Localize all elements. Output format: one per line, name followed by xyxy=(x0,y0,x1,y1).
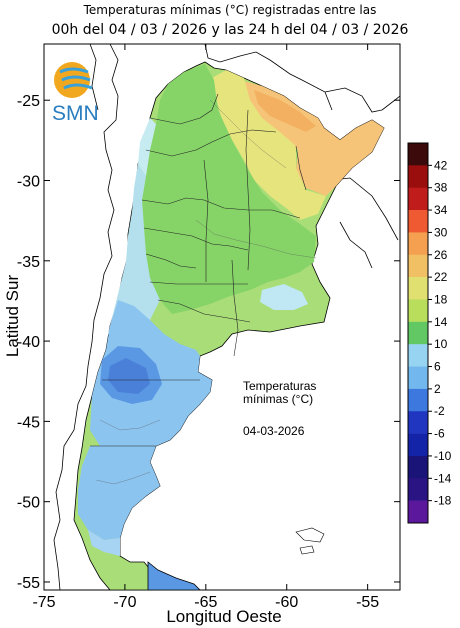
lon-tick-label-4: -55 xyxy=(356,594,379,611)
lat-tick-label-1: -30 xyxy=(17,174,40,191)
colorbar-label-15: -18 xyxy=(434,494,452,508)
contour-lines xyxy=(95,99,317,485)
colorbar-label-7: 14 xyxy=(434,315,448,329)
colorbar-segment-6 xyxy=(408,277,428,300)
colorbar-label-11: -2 xyxy=(434,404,445,418)
colorbar-segment-2 xyxy=(408,187,428,211)
colorbar-label-0: 42 xyxy=(434,158,448,172)
colorbar-segment-5 xyxy=(408,254,428,278)
colorbar-segment-3 xyxy=(408,210,428,233)
lat-tick-label-2: -35 xyxy=(17,254,40,271)
colorbar-label-6: 18 xyxy=(434,292,448,306)
islands xyxy=(295,527,325,555)
colorbar-segment-15 xyxy=(408,478,428,501)
colorbar-segment-13 xyxy=(408,433,428,457)
colorbar-frame xyxy=(407,142,429,524)
colorbar-label-12: -6 xyxy=(434,427,445,441)
logo-text: SMN xyxy=(52,102,99,125)
colorbar-label-4: 26 xyxy=(434,248,448,262)
temperature-field xyxy=(73,61,385,590)
annotation-line-1: Temperaturas xyxy=(243,379,317,393)
colorbar-segment-7 xyxy=(408,299,428,323)
colorbar-segment-16 xyxy=(408,500,428,524)
colorbar-label-2: 34 xyxy=(434,203,448,217)
lon-tick-label-0: -75 xyxy=(32,594,55,611)
colorbar-label-5: 22 xyxy=(434,270,448,284)
province-borders xyxy=(90,93,307,447)
colorbar-segment-11 xyxy=(408,388,428,412)
colorbar-segment-12 xyxy=(408,411,428,434)
colorbar-segment-8 xyxy=(408,321,428,345)
colorbar-label-3: 30 xyxy=(434,225,448,239)
colorbar-label-9: 6 xyxy=(434,360,441,374)
annotation-line-2: mínimas (°C) xyxy=(243,392,314,406)
colorbar-label-13: -10 xyxy=(434,449,452,463)
lat-tick-label-5: -50 xyxy=(17,495,40,512)
lon-tick-label-2: -65 xyxy=(194,594,217,611)
colorbar-segment-10 xyxy=(408,366,428,390)
lat-tick-label-6: -55 xyxy=(17,575,40,592)
colorbar-segment-4 xyxy=(408,232,428,256)
x-axis-label: Longitud Oeste xyxy=(166,607,281,626)
sun-icon xyxy=(54,62,90,98)
title-line-1: Temperaturas mínimas (°C) registradas en… xyxy=(83,3,377,17)
lat-tick-label-4: -45 xyxy=(17,414,40,431)
colorbar-label-10: 2 xyxy=(434,382,441,396)
longitude-axis: -75 -70 -65 -60 -55 xyxy=(32,44,379,611)
colorbar-segment-9 xyxy=(408,344,428,367)
lat-tick-label-3: -40 xyxy=(17,334,40,351)
lon-tick-label-3: -60 xyxy=(275,594,298,611)
latitude-axis: -25 -30 -35 -40 -45 -50 -55 xyxy=(17,93,400,592)
colorbar-segment-14 xyxy=(408,455,428,479)
colorbar: 42 38 34 30 26 22 18 14 10 6 2 -2 -6 -10 -14 -18 xyxy=(407,142,452,524)
title-line-2: 00h del 04 / 03 / 2026 y las 24 h del 04… xyxy=(51,22,409,38)
lat-tick-label-0: -25 xyxy=(17,93,40,110)
colorbar-segment-0 xyxy=(408,143,428,166)
smn-logo: SMN xyxy=(52,62,99,125)
colorbar-label-1: 38 xyxy=(434,181,448,195)
colorbar-label-8: 10 xyxy=(434,337,448,351)
annotation-date: 04-03-2026 xyxy=(243,424,305,438)
colorbar-segment-1 xyxy=(408,165,428,189)
colorbar-label-14: -14 xyxy=(434,471,452,485)
y-axis-label: Latitud Sur xyxy=(3,275,22,358)
lon-tick-label-1: -70 xyxy=(113,594,136,611)
